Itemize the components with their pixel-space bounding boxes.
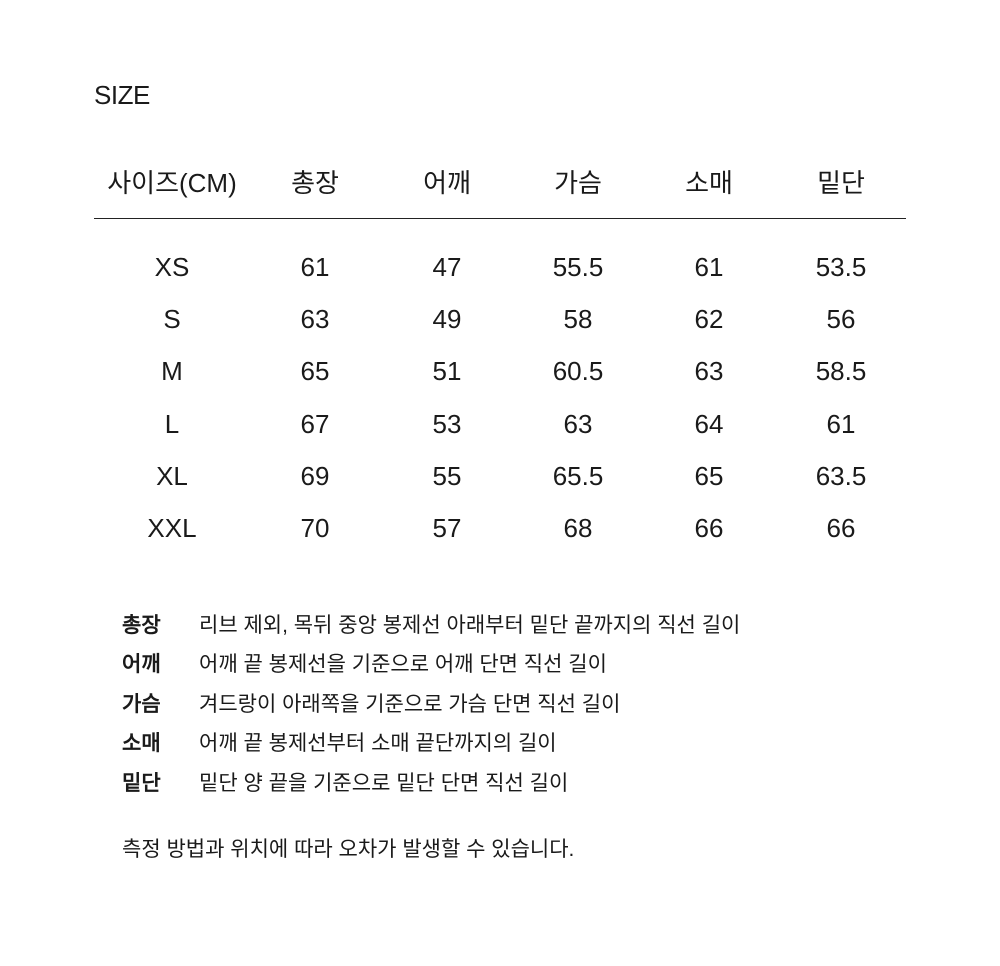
page-title: SIZE: [94, 80, 150, 110]
definition-row: 어깨 어깨 끝 봉제선을 기준으로 어깨 단면 직선 길이: [122, 651, 607, 679]
table-cell: 66: [826, 513, 856, 543]
measurement-note: 측정 방법과 위치에 따라 오차가 발생할 수 있습니다.: [122, 838, 575, 861]
table-cell: 60.5: [552, 356, 604, 387]
table-cell: 56: [826, 304, 856, 335]
table-cell: 61: [300, 252, 330, 282]
table-cell: 58: [563, 304, 593, 335]
table-cell: 66: [694, 513, 724, 543]
definition-label: 가슴: [122, 692, 161, 716]
table-cell: 51: [432, 356, 462, 387]
definition-label: 소매: [122, 732, 161, 756]
table-cell: 57: [432, 513, 462, 543]
size-label: XL: [156, 460, 188, 491]
column-header: 어깨: [423, 168, 471, 198]
definition-row: 소매 어깨 끝 봉제선부터 소매 끝단까지의 길이: [122, 730, 557, 758]
header-divider: [94, 218, 906, 219]
table-cell: 55: [432, 460, 462, 491]
table-cell: 65.5: [552, 460, 604, 491]
definition-text: 어깨 끝 봉제선부터 소매 끝단까지의 길이: [199, 732, 557, 756]
definition-label: 밑단: [122, 771, 161, 795]
table-cell: 67: [300, 408, 330, 439]
size-label: XXL: [147, 513, 197, 543]
table-cell: 49: [432, 304, 462, 335]
table-cell: 58.5: [815, 356, 867, 387]
definition-text: 어깨 끝 봉제선을 기준으로 어깨 단면 직선 길이: [199, 653, 607, 677]
size-label: M: [161, 356, 183, 387]
table-cell: 63: [563, 408, 593, 439]
table-cell: 63.5: [815, 460, 867, 491]
table-cell: 53.5: [815, 252, 867, 282]
column-header: 소매: [685, 168, 733, 198]
size-label: S: [163, 304, 181, 335]
definition-label: 총장: [122, 614, 161, 637]
definition-label: 어깨: [122, 653, 161, 677]
table-cell: 65: [300, 356, 330, 387]
table-cell: 65: [694, 460, 724, 491]
definition-text: 밑단 양 끝을 기준으로 밑단 단면 직선 길이: [199, 771, 569, 795]
table-cell: 55.5: [552, 252, 604, 282]
column-header: 총장: [291, 168, 339, 198]
table-cell: 68: [563, 513, 593, 543]
definition-text: 겨드랑이 아래쪽을 기준으로 가슴 단면 직선 길이: [199, 692, 621, 716]
table-cell: 69: [300, 460, 330, 491]
table-cell: 70: [300, 513, 330, 543]
size-label: XS: [154, 252, 190, 282]
definition-row: 가슴 겨드랑이 아래쪽을 기준으로 가슴 단면 직선 길이: [122, 691, 620, 719]
table-cell: 61: [826, 408, 856, 439]
column-header: 밑단: [817, 168, 865, 198]
table-cell: 61: [694, 252, 724, 282]
table-cell: 64: [694, 408, 724, 439]
table-cell: 63: [694, 356, 724, 387]
column-header: 가슴: [554, 168, 602, 198]
table-cell: 63: [300, 304, 330, 335]
definition-text: 리브 제외, 목뒤 중앙 봉제선 아래부터 밑단 끝까지의 직선 길이: [199, 614, 741, 637]
column-header: 사이즈(CM): [107, 168, 237, 198]
definition-row: 총장 리브 제외, 목뒤 중앙 봉제선 아래부터 밑단 끝까지의 직선 길이: [122, 612, 740, 640]
table-cell: 47: [432, 252, 462, 282]
size-label: L: [164, 408, 180, 439]
definition-row: 밑단 밑단 양 끝을 기준으로 밑단 단면 직선 길이: [122, 770, 568, 798]
table-cell: 62: [694, 304, 724, 335]
table-cell: 53: [432, 408, 462, 439]
